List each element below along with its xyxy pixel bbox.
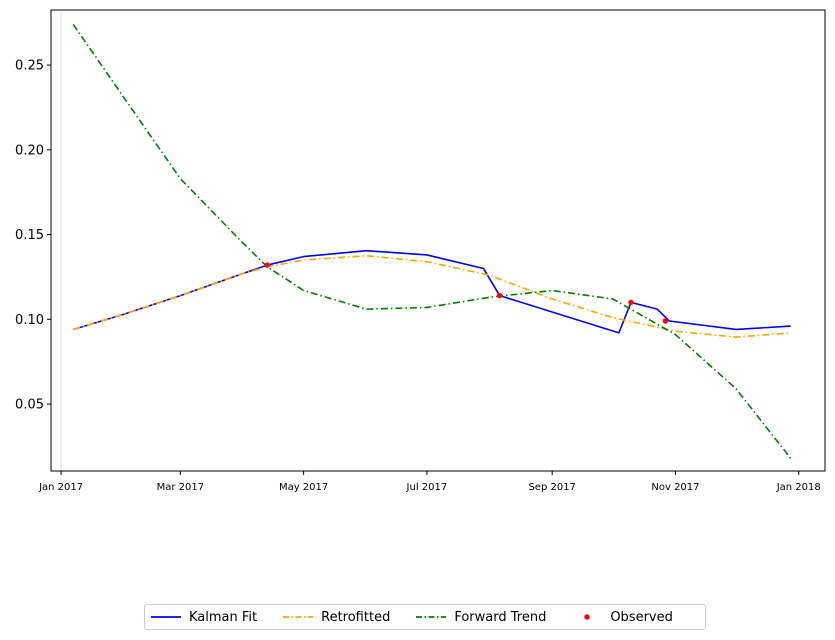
observed-point [662, 318, 669, 324]
legend-label-kalman-fit: Kalman Fit [189, 609, 258, 625]
plot-background [51, 10, 825, 471]
legend-swatch-kalman-fit [151, 616, 181, 618]
observed-point [264, 262, 270, 268]
x-tick-label: Jan 2018 [776, 482, 821, 493]
y-tick-label: 0.20 [15, 143, 44, 158]
plot-frame [50, 9, 826, 472]
y-tick-label: 0.10 [15, 313, 44, 328]
x-tick-label: Nov 2017 [651, 482, 699, 493]
points-layer [264, 262, 669, 324]
y-axis: 0.05 0.10 0.15 0.20 0.25 [15, 59, 51, 413]
observed-point [496, 292, 503, 299]
observed-point [628, 299, 634, 306]
x-tick-label: Sep 2017 [528, 482, 575, 493]
legend-item-retrofitted: Retrofitted [283, 610, 390, 625]
legend-item-kalman-fit: Kalman Fit [151, 610, 257, 625]
x-tick-label: Jul 2017 [406, 482, 448, 493]
chart: Jan 2017 Mar 2017 May 2017 Jul 2017 Sep 2017… [15, 9, 826, 493]
x-tick-label: May 2017 [279, 482, 328, 493]
legend-swatch-retrofitted [283, 616, 314, 618]
legend-label-forward-trend: Forward Trend [454, 609, 547, 625]
y-tick-label: 0.25 [15, 59, 44, 74]
series-layer [72, 23, 792, 459]
x-tick-label: Mar 2017 [157, 482, 205, 493]
legend-swatch-forward-trend [416, 616, 447, 618]
legend-swatch-observed [584, 614, 591, 620]
legend-label-observed: Observed [610, 609, 673, 625]
legend-item-observed: Observed [572, 610, 673, 625]
legend: Kalman Fit Retrofitted Forward Trend Obs… [144, 604, 706, 630]
y-tick-label: 0.05 [15, 398, 44, 413]
series-line-forward-trend [72, 23, 792, 459]
legend-label-retrofitted: Retrofitted [321, 609, 391, 625]
y-tick-label: 0.15 [15, 228, 44, 243]
legend-item-forward-trend: Forward Trend [416, 610, 546, 625]
x-axis: Jan 2017 Mar 2017 May 2017 Jul 2017 Sep 2017… [38, 471, 821, 493]
x-tick-label: Jan 2017 [38, 482, 83, 493]
